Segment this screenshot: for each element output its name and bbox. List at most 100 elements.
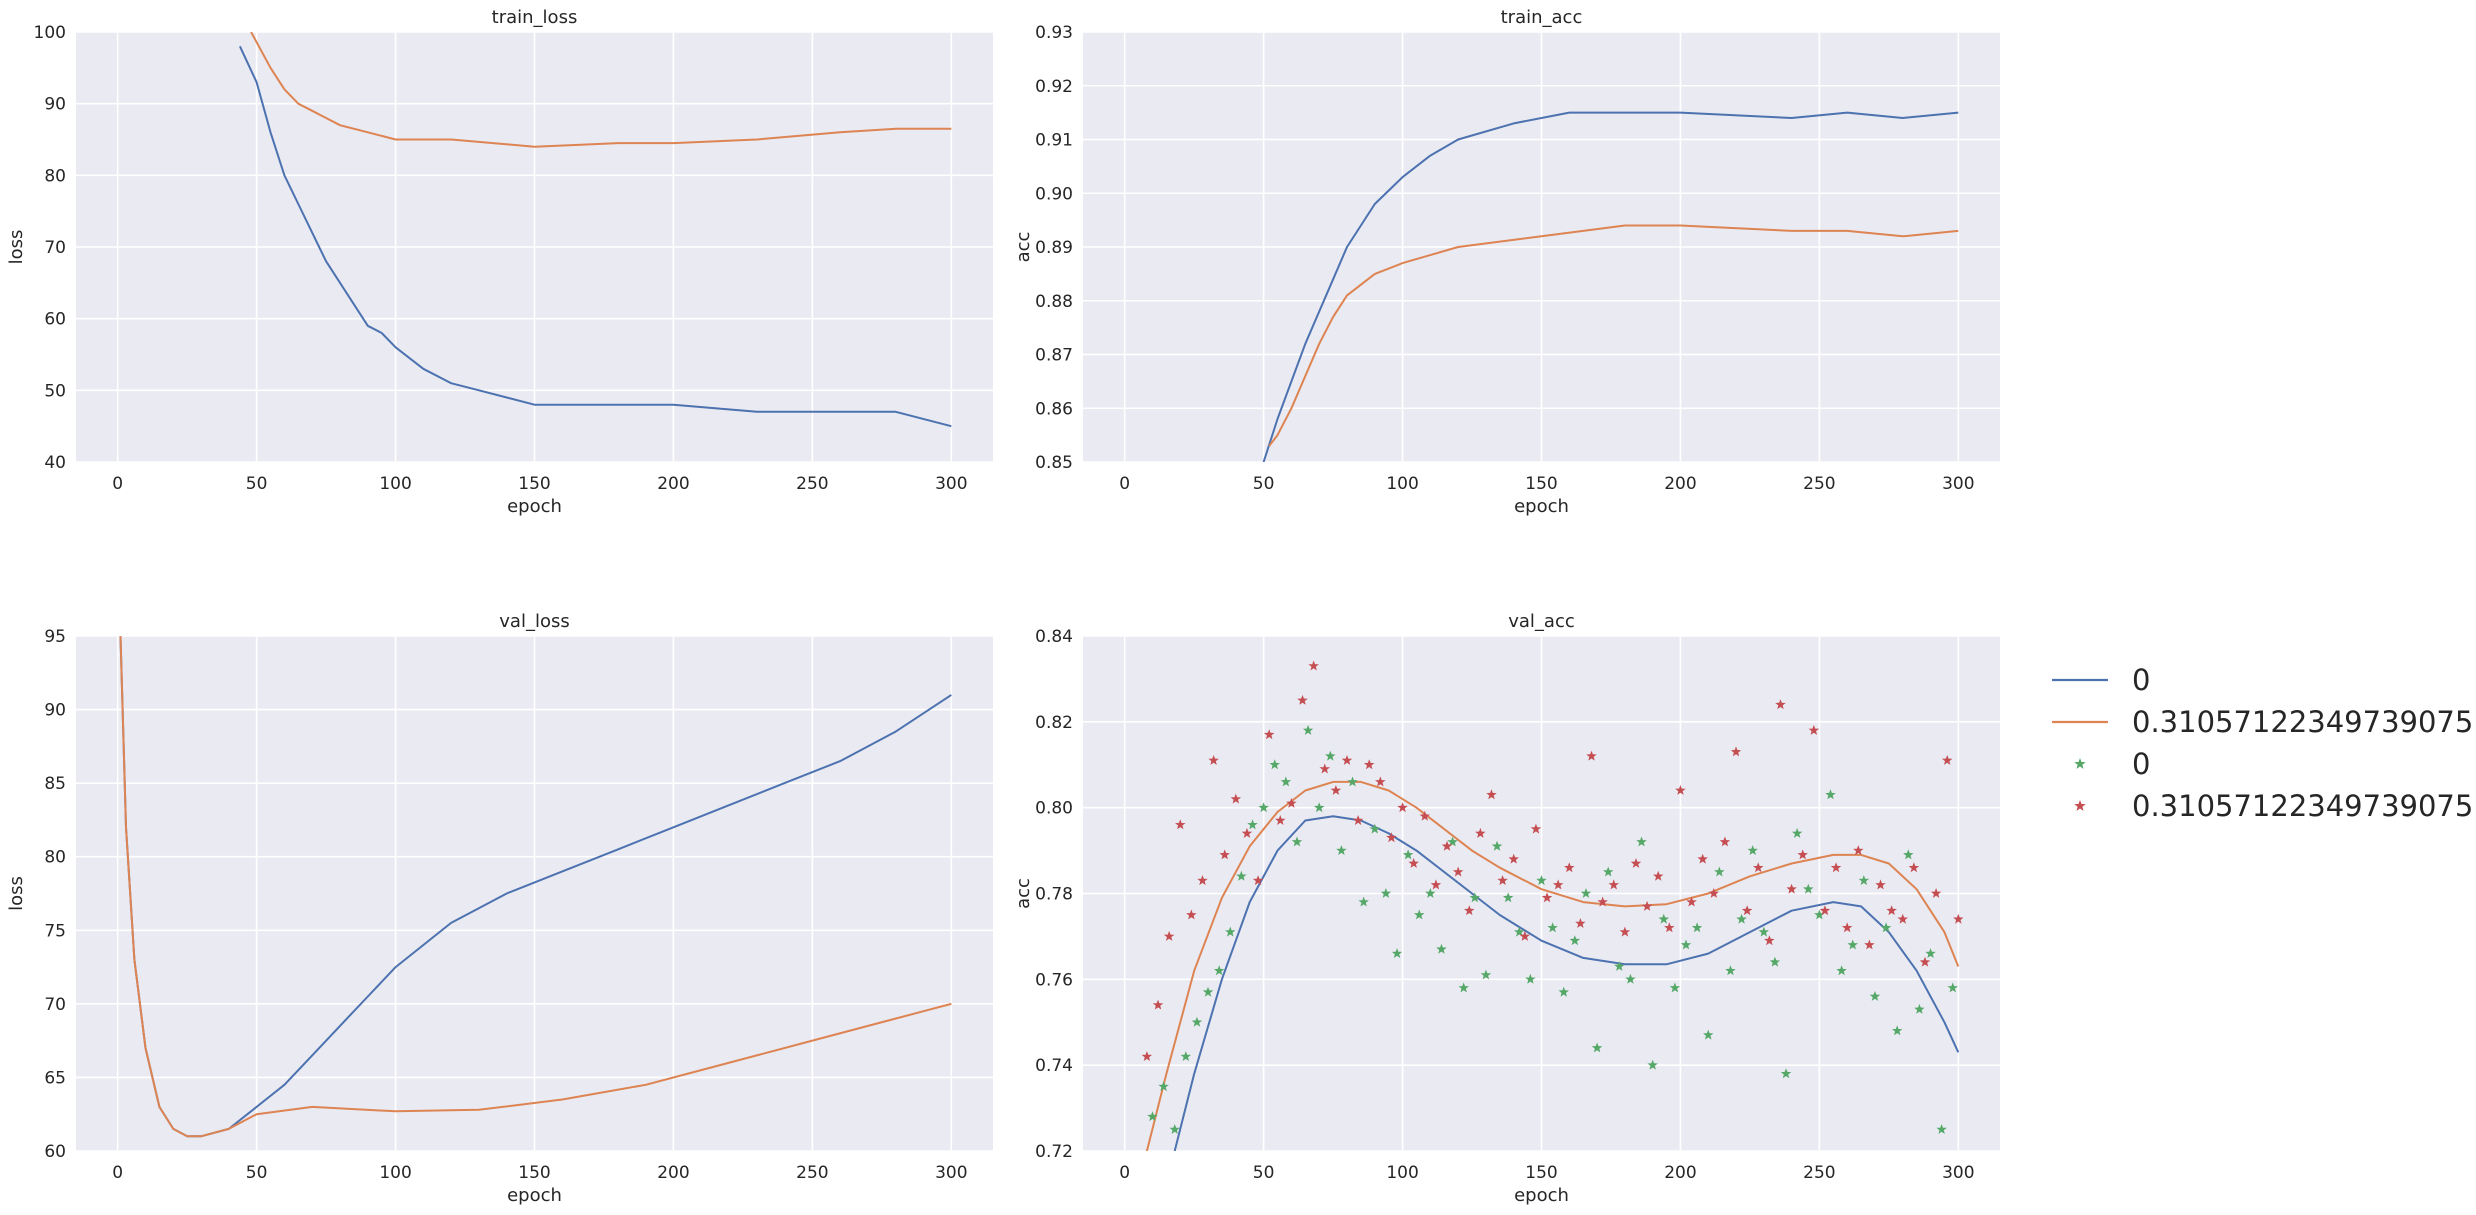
scatter-point (1269, 759, 1280, 770)
scatter-point (1208, 755, 1219, 765)
x-tick-label: 50 (246, 1163, 268, 1183)
y-tick-label: 0.74 (1035, 1056, 1073, 1076)
scatter-point (1547, 922, 1558, 933)
scatter-point (1836, 965, 1847, 976)
chart-title: train_loss (492, 7, 578, 28)
y-tick-label: 50 (44, 381, 66, 401)
y-tick-label: 75 (44, 921, 66, 941)
scatter-point (1619, 926, 1631, 937)
scatter-point (1947, 982, 1958, 993)
y-tick-label: 0.88 (1035, 292, 1073, 312)
scatter-point (1558, 986, 1569, 997)
y-tick-label: 0.89 (1035, 238, 1073, 258)
scatter-point (1719, 836, 1731, 847)
scatter-point (1725, 965, 1736, 976)
scatter-point (1875, 879, 1886, 890)
scatter-point (1892, 1025, 1903, 1036)
y-tick-label: 100 (34, 23, 66, 43)
scatter-point (1314, 802, 1325, 813)
scatter-point (1764, 935, 1775, 946)
scatter-point (1330, 785, 1342, 795)
scatter-point (1653, 870, 1664, 881)
x-tick-label: 300 (935, 474, 967, 494)
y-tick-label: 0.86 (1035, 399, 1073, 419)
series-line-0 (238, 45, 952, 428)
scatter-point (1341, 755, 1353, 765)
x-tick-label: 150 (1525, 1163, 1557, 1183)
scatter-point (1903, 849, 1914, 860)
scatter-point (1686, 896, 1697, 907)
scatter-point (1147, 1111, 1158, 1122)
scatter-point (1347, 776, 1358, 787)
legend-star-swatch (2074, 758, 2086, 769)
scatter-point (1919, 956, 1931, 967)
scatter-point (1691, 922, 1703, 933)
scatter-point (1769, 956, 1781, 967)
scatter-point (1441, 840, 1453, 851)
y-tick-label: 0.87 (1035, 346, 1073, 366)
x-tick-label: 50 (246, 474, 268, 494)
scatter-point (1569, 935, 1581, 946)
scatter-point (1297, 694, 1308, 705)
scatter-point (1914, 1003, 1925, 1014)
scatter-point (1391, 948, 1403, 958)
scatter-point (1658, 913, 1669, 924)
scatter-point (1930, 888, 1942, 898)
scatter-point (1252, 875, 1264, 886)
scatter-point (1158, 1081, 1169, 1092)
series-line-1 (119, 636, 952, 1138)
scatter-point (1925, 948, 1936, 958)
scatter-point (1202, 986, 1214, 997)
scatter-point (1625, 973, 1636, 984)
scatter-point (1491, 840, 1503, 851)
scatter-point (1452, 866, 1464, 877)
panel-val-acc: 0 50 100 150 200 250 300 0.72 0.74 0.76 0.78 0.80 0.… (1013, 611, 2000, 1206)
y-tick-label: 0.80 (1035, 799, 1073, 819)
scatter-point (1175, 819, 1186, 830)
scatter-point (1191, 1016, 1203, 1027)
scatter-point (1675, 785, 1686, 795)
scatter-point (1597, 896, 1608, 907)
scatter-point (1936, 1124, 1947, 1134)
scatter-point (1697, 853, 1708, 864)
scatter-point (1825, 789, 1836, 800)
legend-entry: 0 (2074, 747, 2150, 781)
scatter-point (1302, 724, 1314, 735)
scatter-point (1908, 862, 1920, 873)
scatter-point (1552, 879, 1564, 890)
scatter-point (1502, 892, 1514, 903)
scatter-point (1647, 1059, 1658, 1070)
x-tick-label: 300 (1942, 1163, 1974, 1183)
scatter-point (1180, 1051, 1191, 1061)
scatter-point (1402, 849, 1414, 860)
y-axis-label: acc (1013, 878, 1034, 909)
scatter-point (1586, 750, 1597, 761)
series-line-0 (1262, 111, 1959, 462)
y-tick-label: 90 (44, 701, 66, 721)
series-line-1 (1145, 780, 1960, 1151)
x-axis-label: epoch (1514, 496, 1569, 517)
y-tick-label: 0.93 (1035, 23, 1073, 43)
scatter-point (1525, 973, 1536, 984)
x-tick-label: 150 (518, 1163, 550, 1183)
x-tick-label: 100 (1386, 474, 1418, 494)
scatter-point (1275, 815, 1286, 825)
scatter-point (1669, 982, 1681, 993)
x-tick-label: 50 (1253, 474, 1275, 494)
scatter-point (1708, 888, 1719, 898)
x-tick-label: 250 (796, 1163, 828, 1183)
scatter-point (1819, 905, 1831, 916)
series-line-1 (1268, 224, 1959, 447)
scatter-point (1241, 827, 1253, 838)
scatter-point (1942, 755, 1953, 765)
scatter-point (1169, 1124, 1180, 1134)
x-tick-label: 0 (112, 474, 123, 494)
scatter-point (1730, 746, 1742, 757)
y-tick-label: 70 (44, 238, 66, 258)
scatter-point (1953, 913, 1964, 924)
x-tick-label: 100 (379, 1163, 411, 1183)
scatter-point (1386, 832, 1397, 843)
series-line-1 (250, 32, 952, 148)
scatter-point (1213, 965, 1225, 976)
scatter-point (1369, 823, 1380, 834)
